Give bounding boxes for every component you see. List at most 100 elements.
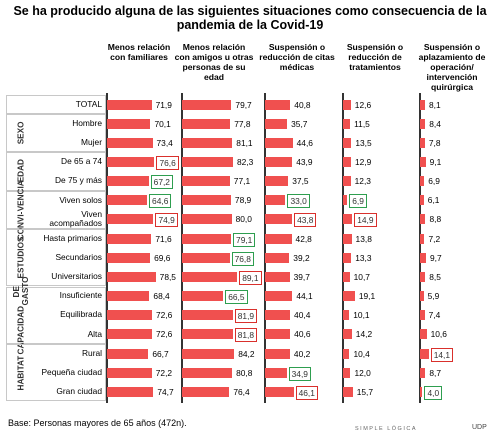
value-label: 40,4	[294, 310, 311, 321]
value-label: 69,6	[154, 252, 171, 263]
bar	[420, 195, 424, 206]
bar	[420, 329, 427, 340]
bar	[107, 176, 149, 187]
value-label: 43,8	[294, 213, 317, 228]
bar	[182, 329, 233, 340]
row-label: TOTAL	[75, 98, 102, 109]
value-label: 12,9	[354, 157, 372, 168]
value-label: 12,6	[354, 99, 372, 110]
value-label: 10,1	[353, 310, 370, 321]
bar	[265, 137, 293, 148]
value-label: 72,6	[156, 310, 173, 321]
value-label: 14,1	[430, 347, 454, 362]
bar	[343, 329, 352, 340]
bar	[343, 99, 351, 110]
row-label: Viven solos	[59, 194, 102, 205]
value-label: 14,2	[355, 329, 373, 340]
bar	[182, 137, 233, 148]
bar	[343, 137, 352, 148]
value-label: 72,6	[156, 329, 173, 340]
bar	[107, 137, 153, 148]
value-label: 74,9	[155, 213, 178, 228]
bar	[420, 233, 425, 244]
value-label: 10,7	[353, 271, 370, 282]
bar	[343, 176, 351, 187]
bar	[343, 252, 352, 263]
bar	[343, 118, 351, 129]
bar	[107, 214, 154, 225]
group-label-line: ESTUDIOS	[16, 236, 26, 279]
value-label: 78,5	[159, 271, 176, 282]
bar	[420, 310, 425, 321]
value-label: 13,8	[355, 233, 372, 244]
column-axis	[106, 93, 108, 404]
bar	[182, 99, 232, 110]
value-label: 77,8	[234, 118, 251, 129]
bar	[420, 157, 426, 168]
column-header: Menos relación con amigos u otras person…	[174, 42, 254, 82]
value-label: 64,6	[149, 194, 172, 209]
bar	[107, 157, 155, 168]
bar	[107, 386, 154, 397]
value-label: 79,7	[235, 99, 252, 110]
bar	[343, 310, 350, 321]
row-label: Alta	[87, 328, 102, 339]
value-label: 66,5	[225, 290, 248, 305]
group-label-line: SEXO	[16, 121, 26, 145]
value-label: 73,4	[156, 137, 173, 148]
bar	[182, 291, 224, 302]
value-label: 9,1	[429, 157, 442, 168]
column-axis	[264, 93, 266, 404]
bar	[107, 271, 156, 282]
bar	[107, 195, 148, 206]
logo: SIMPLE LÓGICA	[355, 426, 417, 432]
value-label: 6,1	[427, 195, 440, 206]
value-label: 80,8	[236, 367, 253, 378]
value-label: 76,8	[231, 251, 254, 266]
bar	[107, 329, 152, 340]
group-box	[6, 95, 106, 115]
value-label: 66,7	[152, 348, 169, 359]
bar	[182, 348, 235, 359]
value-label: 68,4	[153, 291, 170, 302]
bar	[265, 99, 291, 110]
value-label: 19,1	[358, 291, 376, 302]
value-label: 13,5	[355, 137, 372, 148]
bar	[420, 291, 424, 302]
bar	[107, 348, 149, 359]
group-label-line: HABITAT	[16, 355, 26, 391]
bar	[107, 233, 152, 244]
row-label: Hasta primarios	[43, 232, 102, 243]
value-label: 12,3	[354, 176, 371, 187]
value-label: 11,5	[354, 118, 370, 129]
column-axis	[419, 93, 421, 404]
bar	[182, 271, 238, 282]
row-label: Gran ciudad	[56, 386, 102, 397]
bar	[107, 99, 152, 110]
group-label-line: DE GASTO	[12, 276, 30, 306]
value-label: 40,2	[293, 348, 311, 359]
column-axis	[342, 93, 344, 404]
bar	[343, 214, 353, 225]
bar	[343, 195, 348, 206]
column-header: Suspensión o aplazamiento de operación/ …	[418, 42, 486, 92]
value-label: 33,0	[287, 194, 310, 209]
bar	[343, 271, 350, 282]
value-label: 78,9	[234, 195, 252, 206]
column-header: Suspensión o reducción de citas médicas	[259, 42, 335, 72]
value-label: 6,9	[428, 176, 440, 187]
group-label: CAPACIDAD DE GASTO	[10, 276, 32, 354]
value-label: 44,1	[296, 291, 313, 302]
value-label: 76,6	[156, 156, 179, 171]
bar	[420, 176, 425, 187]
bar	[420, 99, 426, 110]
bar	[265, 367, 287, 378]
group-box	[6, 286, 106, 344]
bar	[265, 271, 290, 282]
bar	[182, 386, 230, 397]
bar	[265, 252, 290, 263]
value-label: 40,6	[294, 329, 311, 340]
value-label: 13,3	[355, 252, 372, 263]
value-label: 8,5	[429, 271, 441, 282]
column-header: Menos relación con familiares	[107, 42, 171, 62]
